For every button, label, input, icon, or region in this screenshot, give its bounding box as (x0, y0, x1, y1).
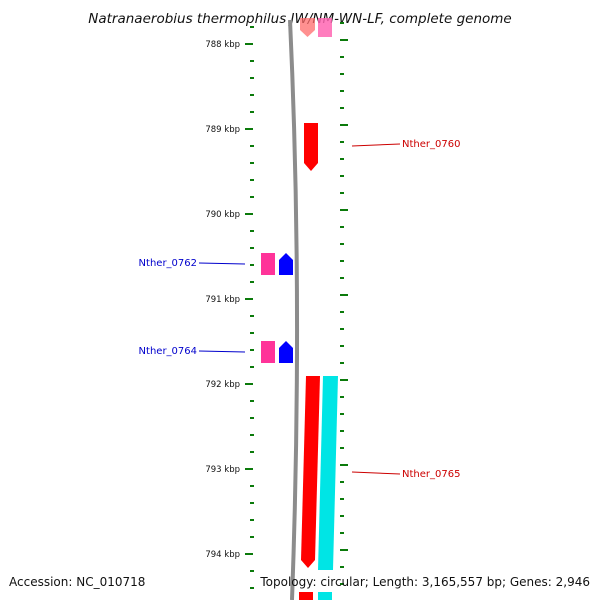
top-partial-features[interactable] (300, 18, 332, 37)
scale-label-790: 790 kbp (205, 210, 240, 220)
scale-label-793: 793 kbp (205, 465, 240, 475)
cyan-feature-nther-0765[interactable] (318, 376, 338, 570)
gene-arrow-nther-0760[interactable] (304, 123, 318, 171)
leader-line-nther-0765 (351, 471, 401, 475)
scale-label-791: 791 kbp (205, 295, 240, 305)
cds-block-nther-0764[interactable] (261, 341, 275, 363)
scale-label-788: 788 kbp (205, 40, 240, 50)
cds-block-top[interactable] (318, 18, 332, 37)
scale-label-789: 789 kbp (205, 125, 240, 135)
gene-arrow-top-forward[interactable] (300, 18, 315, 37)
leader-line-nther-0762 (198, 262, 246, 265)
gene-label-nther-0765[interactable]: Nther_0765 (402, 469, 460, 480)
genome-backbone (288, 19, 300, 600)
gene-label-nther-0760[interactable]: Nther_0760 (402, 139, 460, 150)
topology-text: Topology: circular; Length: 3,165,557 bp… (259, 575, 590, 589)
tick-marks (245, 22, 348, 589)
leader-line-nther-0764 (198, 350, 246, 353)
cyan-block-bottom[interactable] (318, 592, 332, 600)
scale-labels: 788 kbp 789 kbp 790 kbp 791 kbp 792 kbp … (205, 40, 240, 560)
cds-block-nther-0762[interactable] (261, 253, 275, 275)
gene-label-nther-0764[interactable]: Nther_0764 (139, 346, 197, 357)
gene-arrow-nther-0762[interactable] (279, 253, 293, 275)
scale-label-794: 794 kbp (205, 550, 240, 560)
gene-label-nther-0762[interactable]: Nther_0762 (139, 258, 197, 269)
scale-label-792: 792 kbp (205, 380, 240, 390)
accession-text: Accession: NC_010718 (9, 575, 145, 589)
gene-block-bottom[interactable] (299, 592, 313, 600)
leader-line-nther-0760 (351, 143, 401, 147)
gene-arrow-nther-0764[interactable] (279, 341, 293, 363)
gene-arrow-nther-0765[interactable] (301, 376, 320, 568)
